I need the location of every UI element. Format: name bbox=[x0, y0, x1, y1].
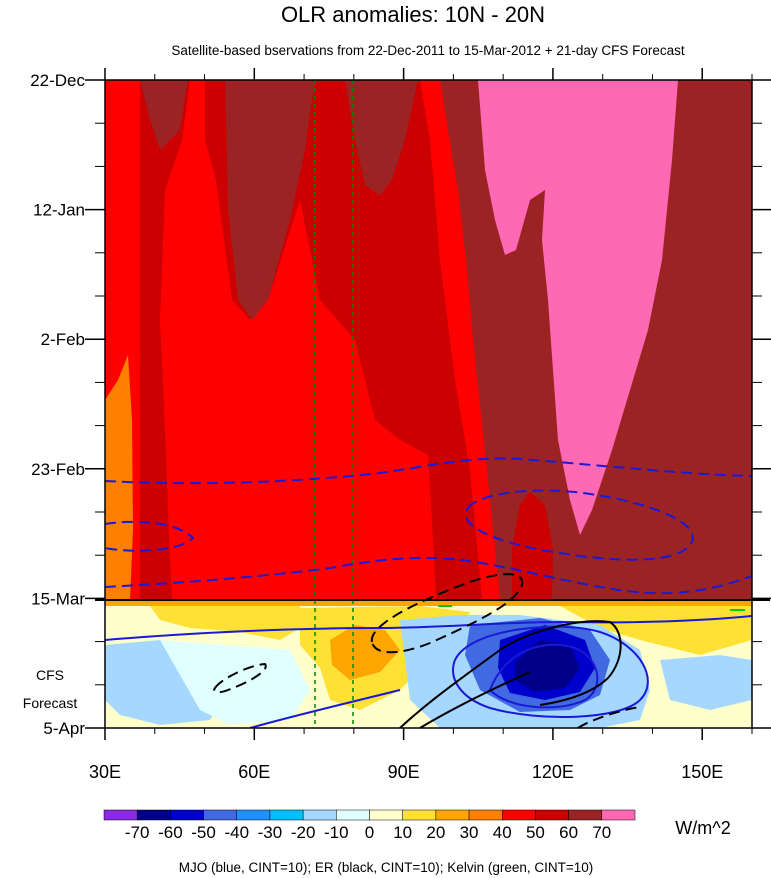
colorbar-label: -30 bbox=[258, 823, 283, 842]
fcst-field-strip bbox=[105, 600, 752, 606]
colorbar-label: 30 bbox=[460, 823, 479, 842]
colorbar-label: -20 bbox=[291, 823, 316, 842]
colorbar-label: -50 bbox=[191, 823, 216, 842]
obs-field-darkred-1 bbox=[140, 80, 190, 600]
fcst-field-yellow-3 bbox=[560, 606, 752, 655]
colorbar-swatch bbox=[435, 809, 470, 821]
plot-frame bbox=[104, 79, 753, 729]
contour-footnote: MJO (blue, CINT=10); ER (black, CINT=10)… bbox=[179, 860, 594, 875]
fcst-field-navy bbox=[515, 640, 580, 692]
colorbar-swatch bbox=[402, 809, 437, 821]
colorbar-swatch bbox=[236, 809, 271, 821]
colorbar-swatch bbox=[601, 809, 636, 821]
y-tick-label: 23-Feb bbox=[31, 460, 85, 479]
er-contour-dashed-1 bbox=[370, 573, 524, 654]
forecast-label-line1: CFS bbox=[36, 667, 64, 683]
chart-title: OLR anomalies: 10N - 20N bbox=[281, 2, 545, 27]
colorbar-swatch bbox=[336, 809, 370, 821]
x-tick-label: 90E bbox=[388, 762, 420, 782]
colorbar-units: W/m^2 bbox=[675, 818, 730, 838]
colorbar-label: 0 bbox=[365, 823, 374, 842]
y-axis: 22-Dec 12-Jan 2-Feb 23-Feb 15-Mar 5-Apr bbox=[30, 71, 771, 738]
er-contour-dashed-2 bbox=[213, 662, 267, 694]
colorbar-label: 20 bbox=[426, 823, 445, 842]
y-tick-label: 12-Jan bbox=[33, 201, 85, 220]
y-tick-label: 15-Mar bbox=[31, 589, 85, 608]
x-tick-label: 150E bbox=[681, 762, 723, 782]
fcst-field-lightblue-3 bbox=[660, 655, 752, 710]
colorbar-label: 50 bbox=[526, 823, 545, 842]
mjo-contour-dashed-1 bbox=[105, 457, 752, 485]
obs-field-darkred-3 bbox=[512, 492, 553, 600]
obs-field-brown-3 bbox=[345, 80, 418, 195]
colorbar-swatch bbox=[302, 809, 337, 821]
er-contour-dashed-3 bbox=[577, 706, 641, 728]
colorbar-swatch bbox=[502, 809, 536, 821]
colorbar-swatch bbox=[468, 809, 503, 821]
colorbar-label: -60 bbox=[158, 823, 183, 842]
y-tick-label: 22-Dec bbox=[30, 71, 85, 90]
mjo-contour-solid-3 bbox=[249, 689, 401, 728]
mjo-contour-dashed-2 bbox=[105, 520, 195, 552]
fcst-field-cyan-1 bbox=[160, 640, 310, 725]
obs-field-orange bbox=[105, 355, 133, 600]
chart-subtitle: Satellite-based bservations from 22-Dec-… bbox=[171, 43, 685, 58]
er-contour-solid-2 bbox=[419, 671, 531, 728]
x-tick-label: 120E bbox=[532, 762, 574, 782]
colorbar-swatch bbox=[269, 809, 304, 821]
er-contour-solid-1 bbox=[399, 620, 622, 728]
mjo-contour-dashed-3 bbox=[465, 489, 694, 561]
colorbar-label: 70 bbox=[592, 823, 611, 842]
y-tick-label: 2-Feb bbox=[41, 330, 85, 349]
colorbar-swatch bbox=[136, 809, 171, 821]
colorbar-label: 60 bbox=[559, 823, 578, 842]
colorbar-label: -10 bbox=[324, 823, 349, 842]
mjo-contour-solid-4 bbox=[488, 643, 599, 709]
forecast-label-line2: Forecast bbox=[23, 695, 78, 711]
x-tick-label: 30E bbox=[89, 762, 121, 782]
colorbar-swatch bbox=[170, 809, 204, 821]
colorbar-label: 10 bbox=[393, 823, 412, 842]
x-axis: 30E 60E 90E 120E 150E bbox=[89, 68, 753, 782]
colorbar-label: 40 bbox=[493, 823, 512, 842]
obs-field-pink bbox=[478, 80, 678, 535]
colorbar-swatch bbox=[535, 809, 569, 821]
x-tick-label: 60E bbox=[238, 762, 270, 782]
mjo-contour-solid-2 bbox=[452, 625, 649, 718]
colorbar-label: -70 bbox=[125, 823, 150, 842]
fcst-field-yellow-1 bbox=[150, 606, 305, 640]
colorbar-swatch bbox=[369, 809, 403, 821]
colorbar: -70 -60 -50 -40 -30 -20 -10 0 10 20 30 40 50 60 70 bbox=[103, 809, 636, 842]
colorbar-label: -40 bbox=[224, 823, 249, 842]
plot-field bbox=[105, 80, 752, 728]
obs-field-brown-2 bbox=[225, 80, 315, 320]
colorbar-swatch bbox=[103, 809, 138, 821]
fcst-field-orange-1 bbox=[330, 625, 400, 680]
colorbar-swatch bbox=[568, 809, 603, 821]
y-tick-label: 5-Apr bbox=[43, 719, 85, 738]
colorbar-swatch bbox=[203, 809, 237, 821]
mjo-contour-solid-1 bbox=[105, 615, 752, 641]
obs-field-brown-1 bbox=[140, 80, 188, 150]
